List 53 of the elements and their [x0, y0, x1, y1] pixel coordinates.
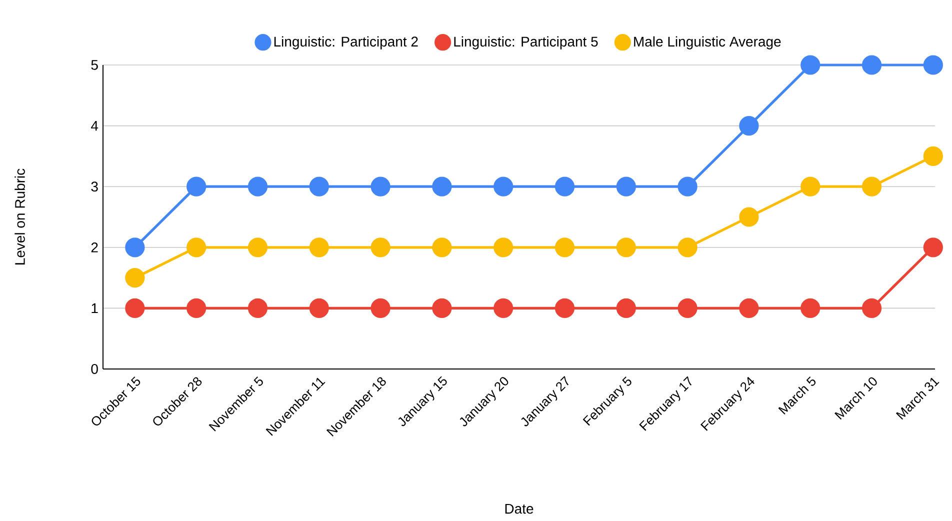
y-axis-title: Level on Rubric — [14, 168, 25, 264]
point — [554, 176, 575, 196]
point — [494, 298, 514, 318]
y-tick-label: 4 — [91, 120, 98, 131]
y-tick-label: 3 — [91, 182, 98, 192]
point — [862, 298, 882, 318]
point — [739, 207, 759, 227]
y-tick-label: 1 — [92, 303, 98, 314]
point — [248, 298, 268, 318]
point — [678, 176, 698, 196]
point — [554, 298, 575, 318]
point — [616, 176, 636, 196]
point — [923, 55, 943, 75]
point — [125, 298, 145, 318]
legend-label: Male Linguistic Average — [634, 36, 781, 50]
point — [432, 238, 452, 258]
point — [739, 298, 759, 318]
point — [616, 298, 636, 318]
point — [186, 238, 206, 258]
legend-label: Linguistic: Participant 2 — [274, 36, 418, 50]
point — [125, 238, 145, 258]
point — [125, 268, 145, 288]
point — [309, 176, 329, 196]
point — [616, 238, 636, 258]
legend-label: Linguistic: Participant 5 — [454, 36, 598, 50]
point — [186, 298, 206, 318]
point — [739, 116, 759, 136]
point — [800, 176, 820, 196]
point — [494, 176, 514, 196]
y-tick-label: 5 — [91, 60, 98, 70]
point — [554, 238, 575, 258]
point — [248, 238, 268, 258]
point — [494, 238, 514, 258]
y-tick-label: 2 — [91, 242, 98, 252]
y-tick-label: 0 — [91, 364, 98, 374]
point — [432, 176, 452, 196]
point — [186, 176, 206, 196]
point — [370, 298, 390, 318]
point — [370, 238, 390, 258]
point — [248, 176, 268, 196]
point — [923, 238, 943, 258]
x-axis-title: Date — [505, 504, 534, 514]
point — [432, 298, 452, 318]
point — [309, 298, 329, 318]
point — [800, 298, 820, 318]
point — [923, 146, 943, 166]
point — [370, 176, 390, 196]
point — [862, 55, 882, 75]
point — [862, 176, 882, 196]
point — [309, 238, 329, 258]
point — [678, 298, 698, 318]
point — [800, 55, 820, 75]
point — [678, 238, 698, 258]
